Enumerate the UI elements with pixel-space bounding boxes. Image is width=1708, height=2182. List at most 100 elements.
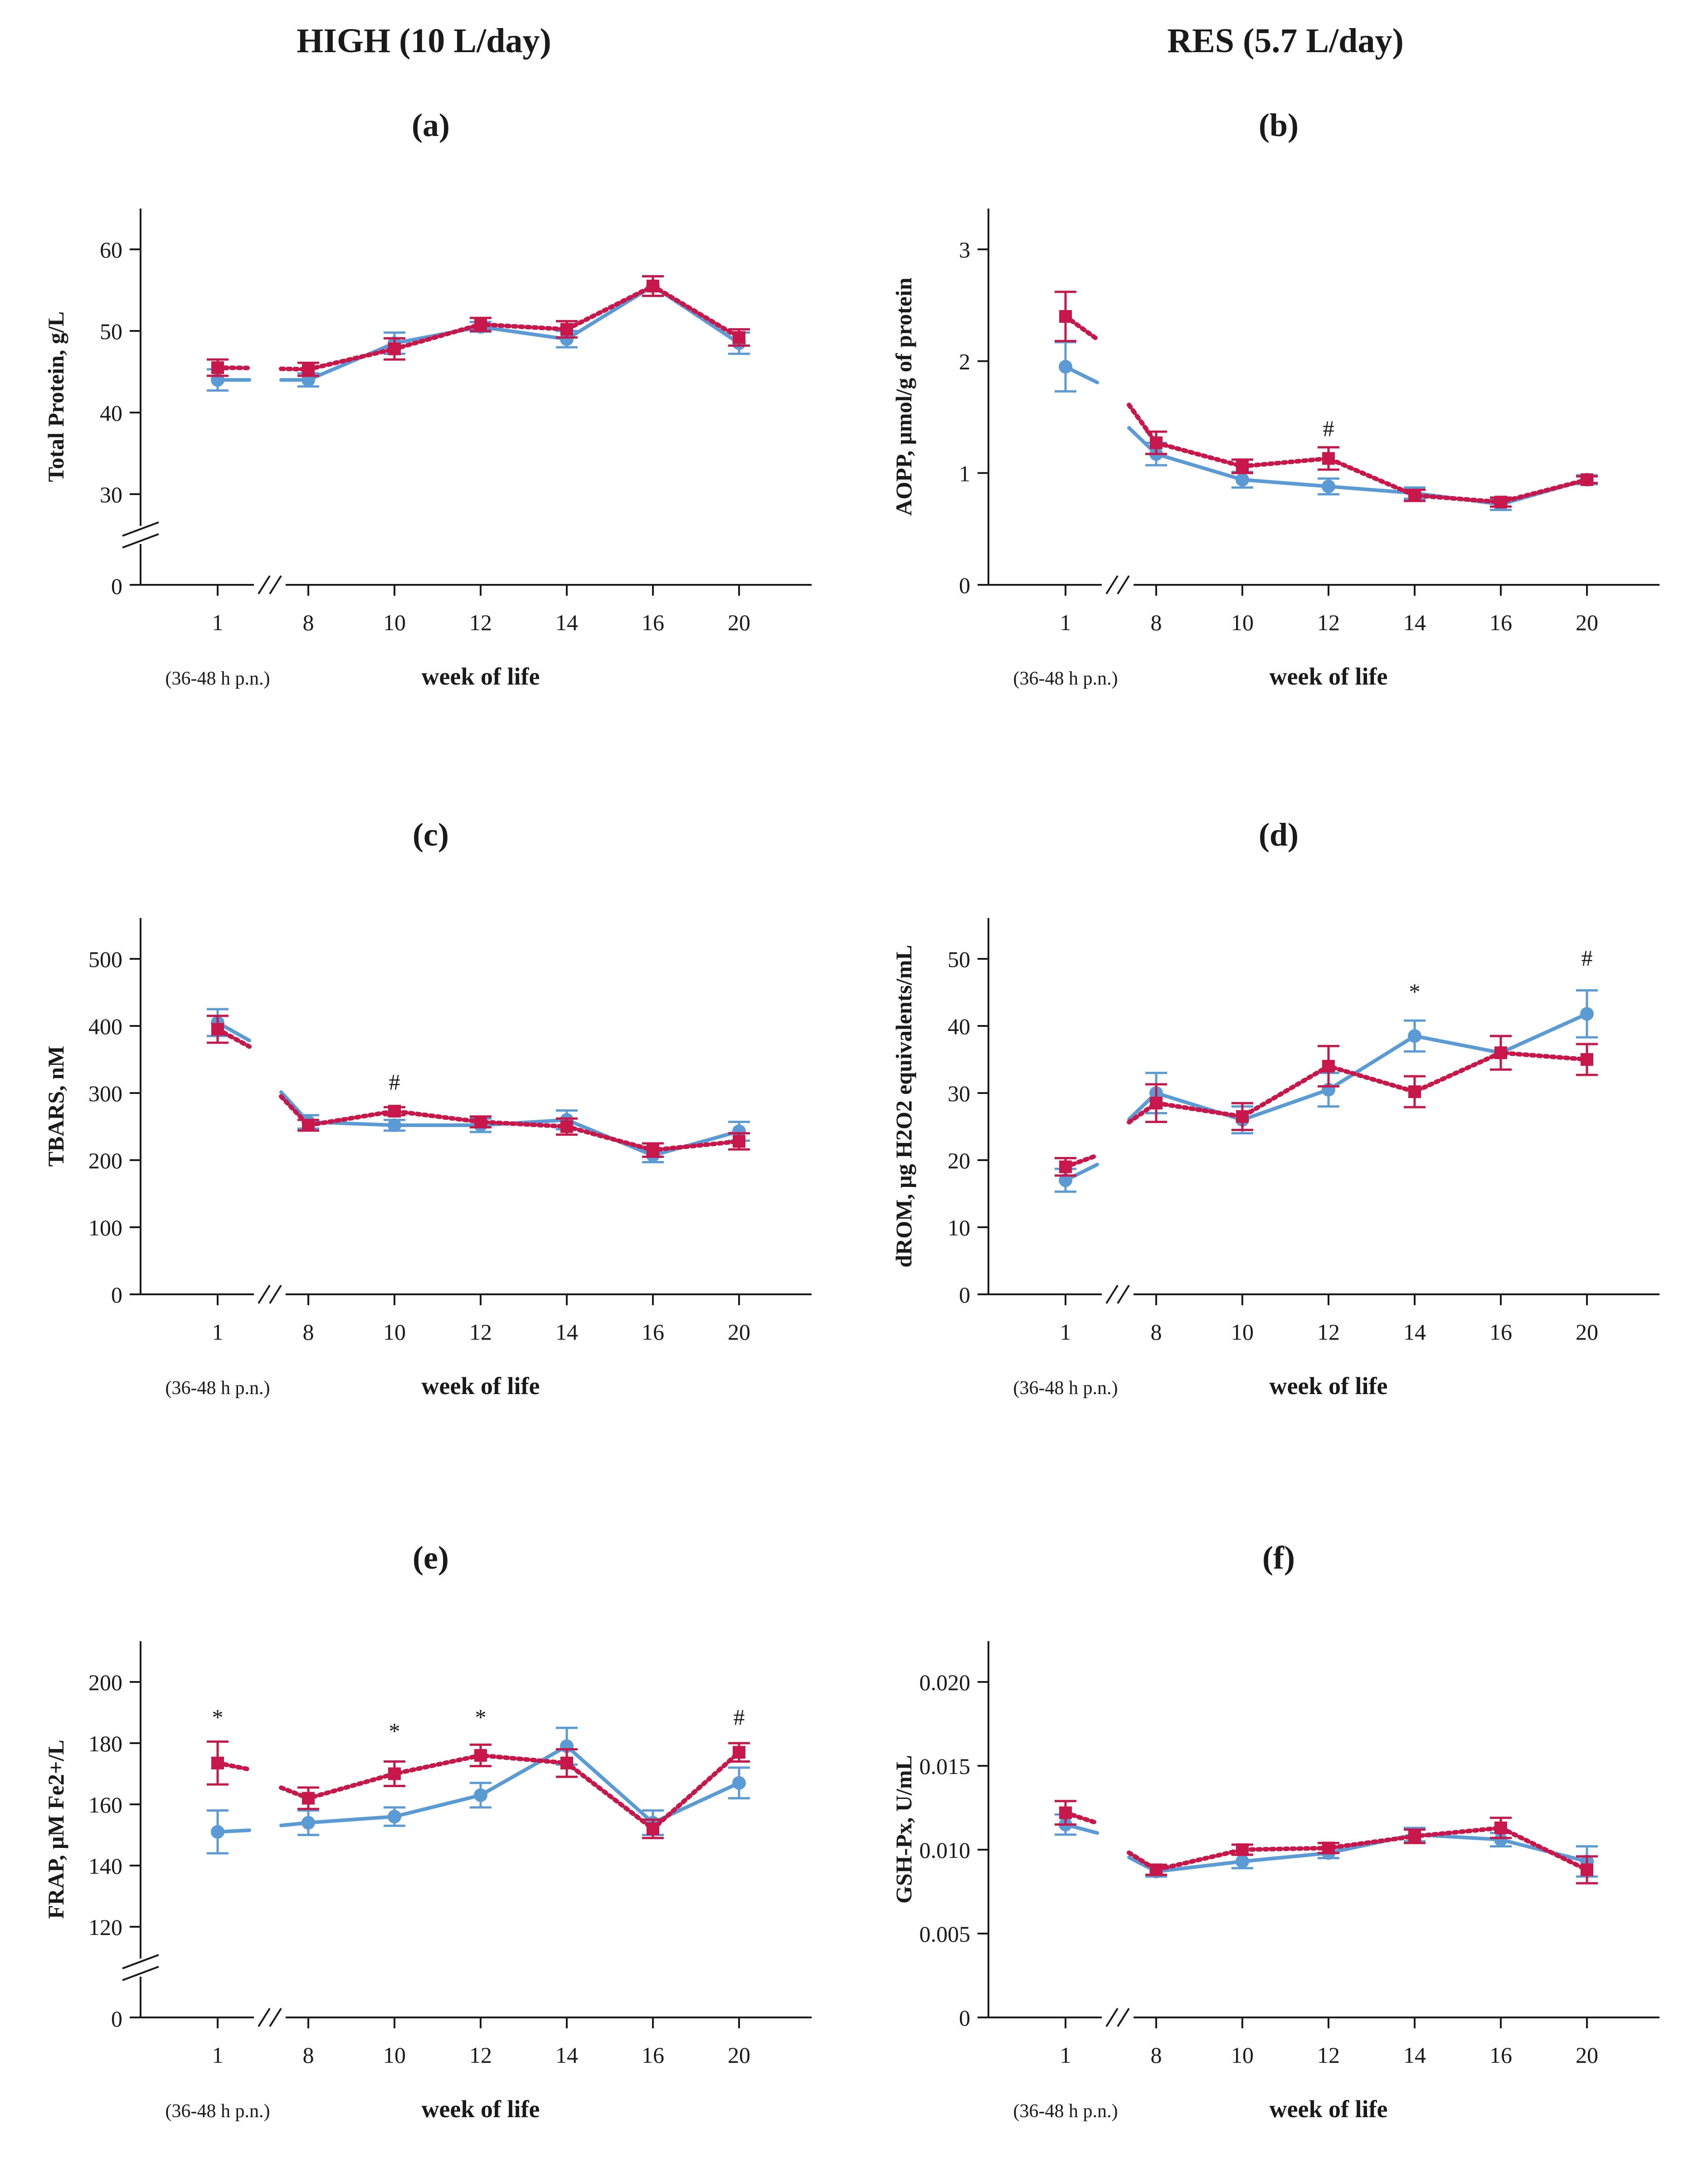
data-point-res (1581, 1863, 1593, 1876)
x-tick-label: 12 (1317, 610, 1340, 635)
data-point-high (732, 1776, 746, 1790)
data-point-high (1494, 1832, 1508, 1847)
x-tick-label: 10 (383, 610, 406, 635)
y-tick-label: 0 (959, 573, 970, 598)
x-tick-label: 16 (1489, 610, 1512, 635)
series-res (1055, 1800, 1598, 1885)
x-sublabel: (36-48 h p.n.) (1013, 668, 1118, 689)
series-res (207, 275, 750, 377)
y-tick-label: 120 (88, 1915, 122, 1940)
data-point-res (1581, 1053, 1593, 1066)
series-line (1127, 1012, 1589, 1122)
y-tick-label: 50 (100, 319, 122, 344)
x-tick-label: 16 (642, 610, 664, 635)
data-point-res (1236, 1843, 1249, 1856)
x-tick-label: 16 (642, 1319, 664, 1345)
series-line (1127, 426, 1589, 506)
x-tick-label: 20 (1576, 610, 1598, 635)
data-point-res (1059, 310, 1072, 323)
panel-label: (e) (413, 1540, 449, 1576)
x-tick-label: 20 (728, 2042, 750, 2068)
data-point-res (733, 331, 745, 344)
x-axis-break-mark (258, 575, 271, 595)
x-tick-label: 8 (1151, 610, 1162, 635)
y-axis-label: dROM, μg H2O2 equivalents/mL (891, 945, 916, 1268)
y-tick-label: 30 (100, 482, 122, 507)
y-tick-label: 0 (111, 1282, 122, 1307)
y-tick-label: 100 (88, 1215, 122, 1240)
data-point-high (1580, 1007, 1594, 1021)
data-point-res (474, 318, 487, 331)
series-line (279, 284, 741, 372)
x-tick-label: 12 (1317, 1319, 1340, 1345)
data-point-high (1322, 479, 1335, 493)
y-tick-label: 2 (959, 349, 970, 374)
series-line (1127, 1832, 1589, 1874)
chart-panel-c: (c) 0 100 200 300 400 500 TBARS, nM 1 8 10 12 14 16 20… (43, 816, 812, 1400)
x-tick-label: 12 (469, 1319, 492, 1345)
chart-panel-e: (e) 0 120 140 160 180 200 FRAP, μM Fe2+/L 1 8 10 12… (43, 1540, 812, 2123)
data-point-high (732, 1124, 746, 1138)
data-point-high (1236, 1854, 1249, 1868)
data-point-res (1322, 452, 1335, 465)
x-tick-label: 1 (1060, 1319, 1071, 1345)
data-point-res (1236, 1110, 1249, 1123)
data-point-high (1059, 360, 1072, 374)
x-axis-break-mark (269, 2007, 282, 2027)
y-axis-break-mark (122, 521, 159, 537)
y-tick-label: 0 (111, 2006, 122, 2031)
series-high (1055, 989, 1598, 1193)
y-axis-break-mark (122, 533, 159, 549)
y-tick-label: 1 (959, 461, 970, 486)
data-point-res (733, 1746, 745, 1759)
significance-marker: * (475, 1705, 487, 1730)
x-axis-label: week of life (1270, 2095, 1388, 2123)
data-point-res (1322, 1059, 1335, 1073)
y-tick-label: 0.005 (920, 1921, 971, 1947)
y-tick-label: 160 (88, 1792, 122, 1818)
x-tick-label: 12 (469, 610, 492, 635)
panel-label: (a) (412, 107, 450, 143)
chart-panel-f: (f) 0 0.005 0.010 0.015 0.020 GSH-Px, U/mL 1 8 10… (891, 1540, 1659, 2123)
y-axis-label: TBARS, nM (43, 1046, 68, 1167)
y-tick-label: 0.020 (920, 1670, 971, 1695)
x-axis-label: week of life (1270, 1372, 1388, 1400)
data-point-res (211, 1023, 224, 1036)
series-res (207, 1015, 750, 1158)
x-axis-break-mark (1117, 575, 1130, 595)
data-point-high (474, 1788, 487, 1802)
x-tick-label: 10 (383, 1319, 406, 1345)
x-tick-label: 14 (1403, 610, 1426, 635)
x-tick-label: 12 (1317, 2042, 1340, 2068)
x-axis-label: week of life (422, 2095, 540, 2123)
x-tick-label: 1 (212, 2042, 224, 2068)
x-tick-label: 20 (728, 610, 750, 635)
x-tick-label: 14 (555, 1319, 578, 1345)
data-point-high (560, 332, 574, 346)
x-axis-break-mark (269, 1284, 282, 1304)
y-tick-label: 0 (111, 573, 122, 599)
y-tick-label: 10 (948, 1215, 970, 1240)
x-tick-label: 10 (1231, 1319, 1254, 1345)
data-point-res (1581, 473, 1593, 486)
data-point-high (388, 1810, 401, 1823)
series-line (1127, 1825, 1589, 1872)
x-tick-label: 1 (1060, 2042, 1071, 2068)
data-point-high (302, 1816, 315, 1830)
data-point-high (1236, 473, 1249, 487)
y-axis-break-mark (122, 1966, 159, 1981)
data-point-res (302, 363, 315, 376)
data-point-res (1150, 1863, 1163, 1876)
data-point-res (211, 361, 224, 374)
data-point-res (1494, 496, 1507, 509)
data-point-res (302, 1119, 315, 1132)
x-tick-label: 1 (212, 610, 224, 635)
x-tick-label: 8 (1151, 2042, 1162, 2068)
data-point-res (1408, 1085, 1421, 1098)
data-point-res (647, 280, 659, 292)
x-tick-label: 10 (1231, 2042, 1254, 2068)
y-tick-label: 300 (88, 1081, 122, 1106)
x-tick-label: 16 (1489, 2042, 1512, 2068)
y-tick-label: 40 (100, 400, 122, 426)
x-tick-label: 8 (303, 1319, 314, 1345)
